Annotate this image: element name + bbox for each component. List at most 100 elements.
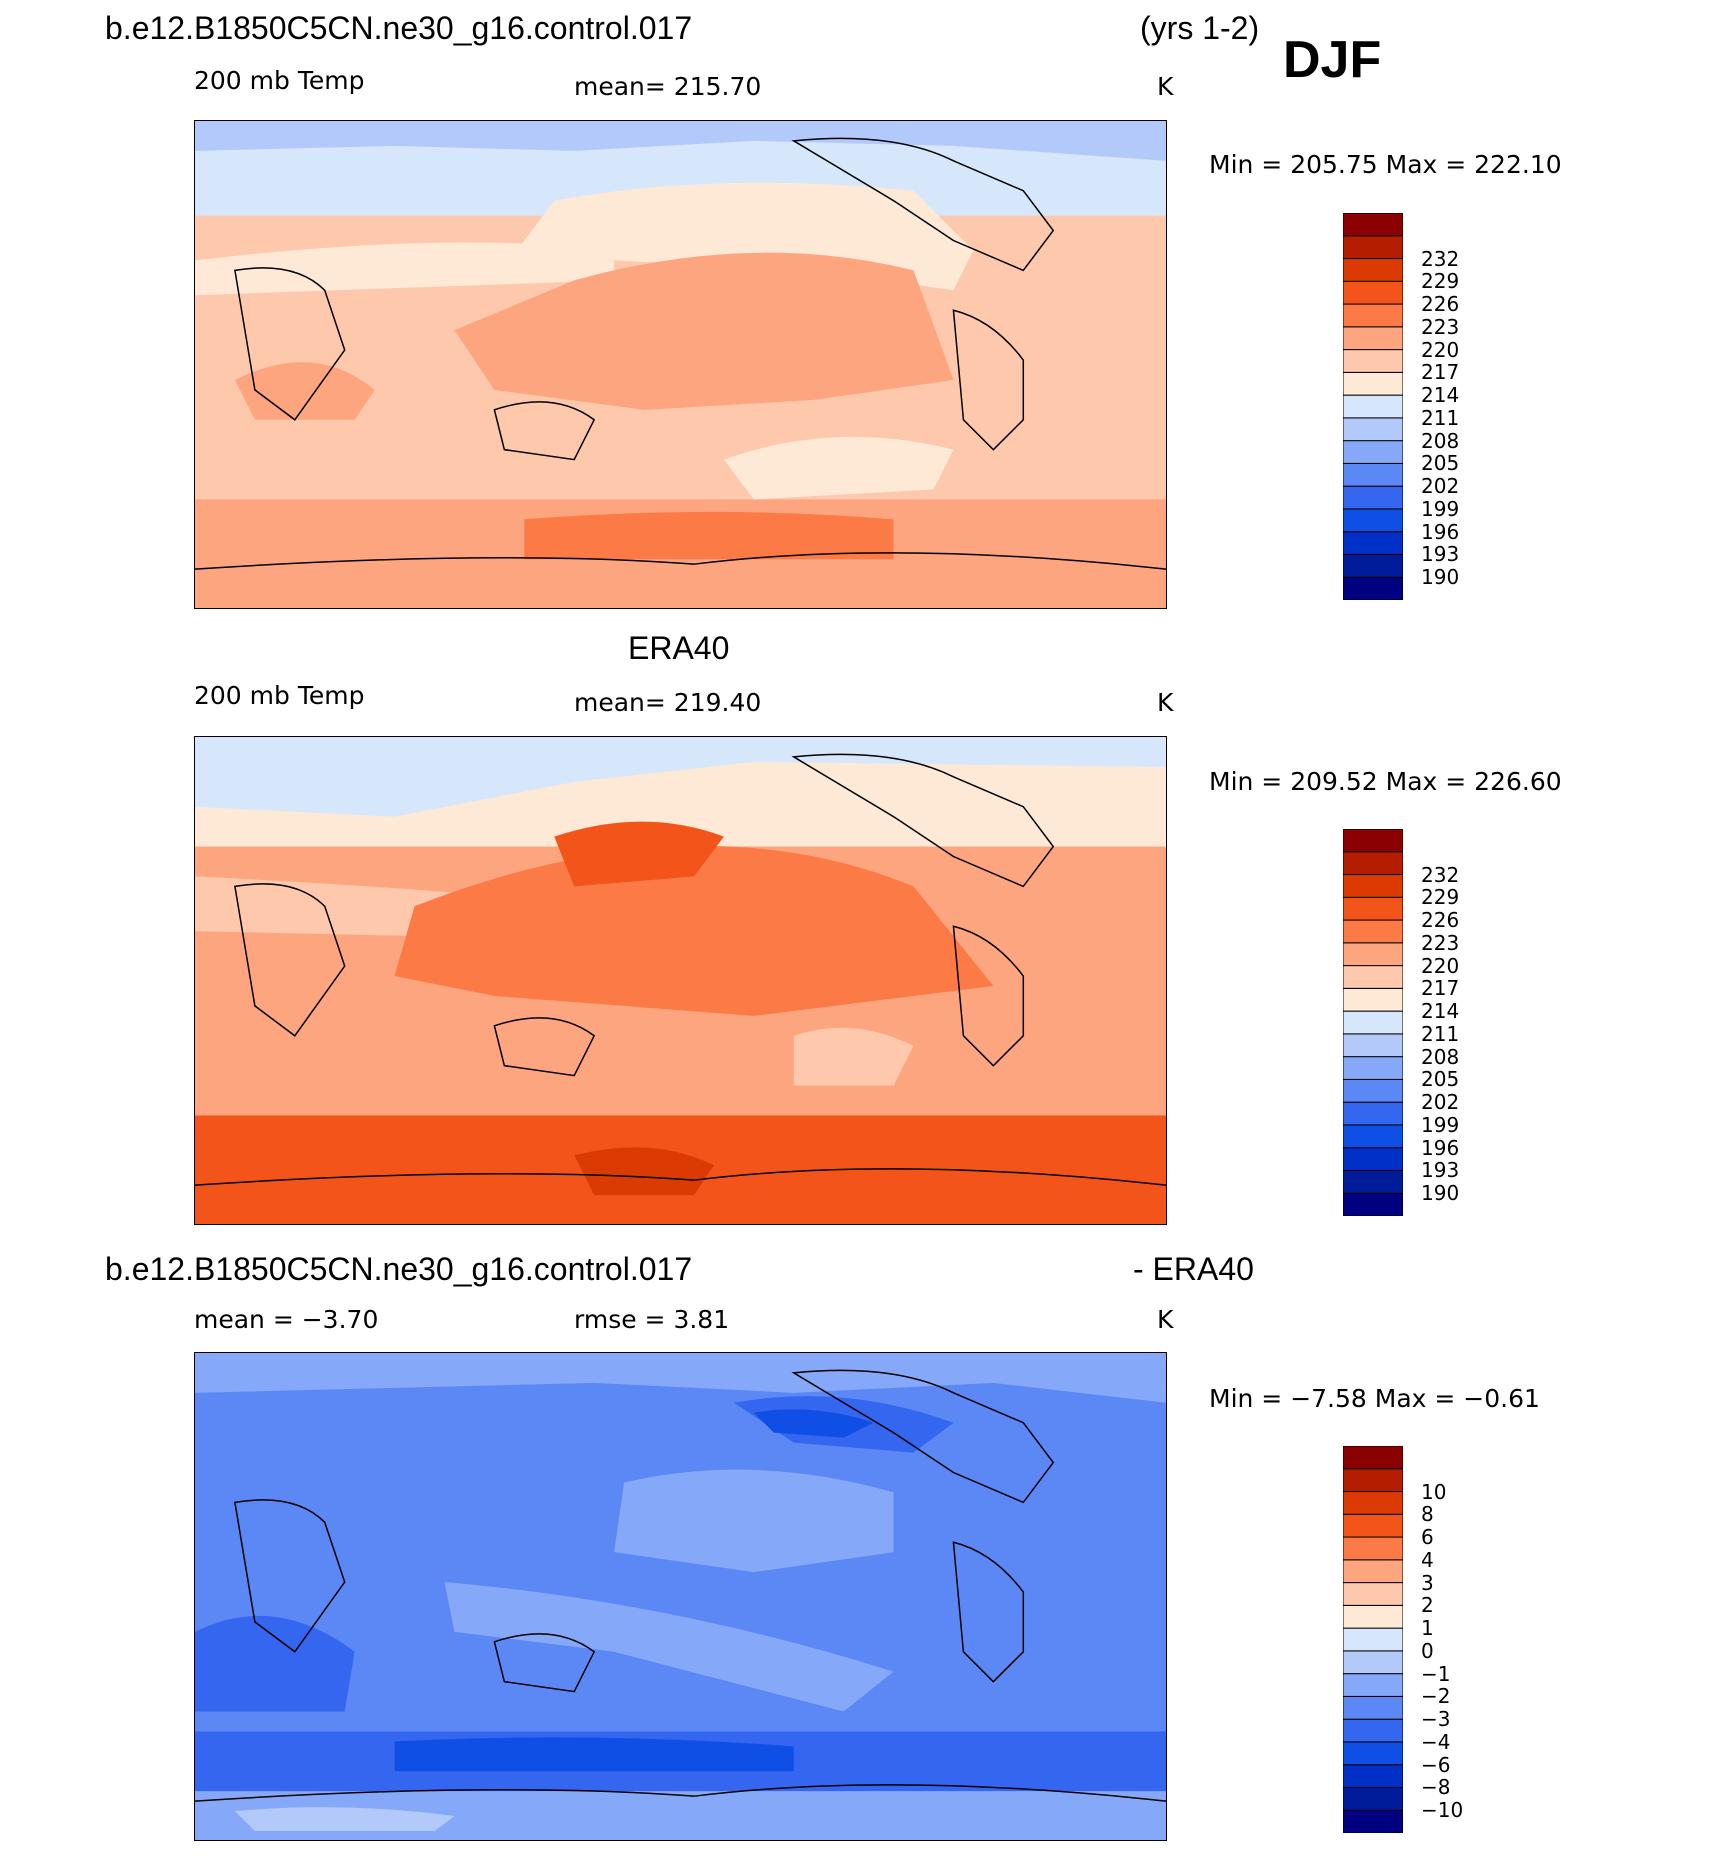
colorbar-tick-label: 226 [1421,292,1460,317]
panel3-title-left: b.e12.B1850C5CN.ne30_g16.control.017 [105,1251,693,1287]
panel1-units: K [1157,72,1174,101]
panel2-mean: mean= 219.40 [574,688,762,717]
colorbar-box [1343,1124,1403,1149]
colorbar-tick-label: 223 [1421,314,1460,339]
colorbar-tick-label: −10 [1421,1798,1464,1823]
colorbar-box [1343,394,1403,419]
p3-south-core [394,1737,794,1772]
colorbar-box [1343,851,1403,876]
colorbar-box [1343,440,1403,464]
colorbar-tick-label: 232 [1421,246,1460,271]
colorbar-tick-label: −3 [1421,1707,1451,1732]
p2-npac-core [554,821,724,887]
colorbar-tick-label: 1 [1421,1616,1434,1641]
colorbar-box [1343,508,1403,533]
colorbar-box [1343,303,1403,328]
p2-coast-africa [234,883,346,1037]
panel3-rmse: rmse = 3.81 [574,1305,730,1334]
colorbar-box [1343,462,1403,487]
p3-npac-light [614,1469,894,1573]
p1-coast-south-america [952,309,1025,451]
colorbar-tick-label: 232 [1421,862,1460,887]
colorbar-box [1343,485,1403,510]
colorbar-tick-label: 193 [1421,542,1460,567]
years-label: (yrs 1-2) [1140,10,1260,46]
colorbar-box [1343,326,1403,351]
colorbar-box [1343,1627,1403,1652]
p1-africa-warm [234,362,375,420]
colorbar-tick-label: −1 [1421,1661,1451,1686]
colorbar-tick-label: 199 [1421,496,1460,521]
colorbar-tick-label: 2 [1421,1593,1434,1618]
panel3-colorbar [1343,1446,1403,1833]
colorbar-box [1343,531,1403,555]
p1-tropical-warm [454,252,954,410]
colorbar-tick-label: 223 [1421,930,1460,955]
p2-south-core [574,1147,714,1196]
panel1-map-svg [195,121,1166,608]
panel2-colorbar [1343,829,1403,1216]
panel3-title-right: - ERA40 [1133,1251,1254,1287]
colorbar-tick-label: 205 [1421,1067,1460,1092]
panel3-mean: mean = −3.70 [194,1305,379,1334]
colorbar-box [1343,1078,1403,1103]
colorbar-box [1343,896,1403,921]
panel3-colorbar-svg [1343,1446,1403,1833]
p3-coast-africa [234,1499,346,1653]
panel1-colorbar-svg [1343,213,1403,600]
colorbar-box [1343,1718,1403,1743]
colorbar-box [1343,1536,1403,1561]
p1-eurasia-band [195,242,615,296]
colorbar-tick-label: 202 [1421,1090,1460,1115]
colorbar-tick-label: 196 [1421,1135,1460,1160]
colorbar-tick-label: 214 [1421,999,1460,1024]
colorbar-box [1343,553,1403,578]
colorbar-box [1343,1764,1403,1788]
p1-coast-north-america [791,137,1055,272]
colorbar-box [1343,1786,1403,1811]
panel2-colorbar-svg [1343,829,1403,1216]
p1-coast-africa [234,267,346,421]
colorbar-tick-label: 217 [1421,360,1460,385]
p2-arctic-cool [195,737,1166,817]
colorbar-tick-label: 3 [1421,1570,1434,1595]
colorbar-box [1343,1513,1403,1538]
panel1-map [194,120,1167,609]
colorbar-box [1343,235,1403,260]
panel2-minmax: Min = 209.52 Max = 226.60 [1209,767,1562,796]
colorbar-tick-label: 4 [1421,1547,1434,1572]
colorbar-tick-label: −4 [1421,1729,1451,1754]
colorbar-tick-label: 190 [1421,1181,1460,1206]
colorbar-tick-label: 6 [1421,1525,1434,1550]
colorbar-box [1343,1559,1403,1584]
colorbar-tick-label: −2 [1421,1684,1451,1709]
p1-arctic-band [195,121,1166,161]
colorbar-box [1343,1582,1403,1606]
p3-coast-north-america [791,1369,1055,1504]
p1-coast-antarctica [195,552,1166,570]
colorbar-tick-label: 199 [1421,1112,1460,1137]
p3-coast-south-america [952,1541,1025,1683]
panel1-minmax: Min = 205.75 Max = 222.10 [1209,150,1562,179]
colorbar-box [1343,942,1403,967]
colorbar-tick-label: 205 [1421,451,1460,476]
p3-coast-australia [493,1633,596,1693]
p3-spac-light [444,1582,894,1712]
colorbar-box [1343,1192,1403,1216]
colorbar-box [1343,1809,1403,1833]
colorbar-box [1343,1604,1403,1629]
p2-spac-cool [793,1027,914,1086]
colorbar-tick-label: 211 [1421,405,1460,430]
colorbar-box [1343,1673,1403,1697]
colorbar-box [1343,258,1403,282]
colorbar-tick-label: 8 [1421,1502,1434,1527]
colorbar-tick-label: 214 [1421,383,1460,408]
colorbar-tick-label: 208 [1421,1044,1460,1069]
colorbar-box [1343,1650,1403,1675]
p3-north-light [195,1353,1166,1403]
p3-africa-dark [195,1615,355,1712]
colorbar-tick-label: 220 [1421,337,1460,362]
colorbar-tick-label: 196 [1421,519,1460,544]
colorbar-tick-label: 193 [1421,1158,1460,1183]
panel3-units: K [1157,1305,1174,1334]
